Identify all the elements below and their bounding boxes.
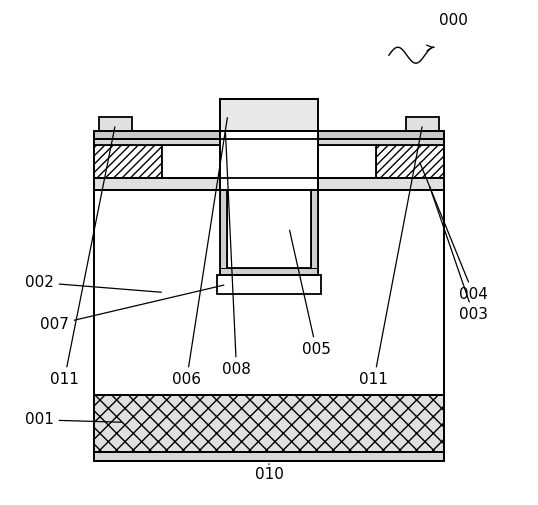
- Bar: [94, 395, 444, 452]
- Text: 004: 004: [420, 163, 488, 302]
- Bar: [311, 190, 318, 275]
- Bar: [227, 190, 311, 268]
- Bar: [220, 131, 318, 190]
- Bar: [406, 117, 439, 131]
- Bar: [220, 190, 227, 275]
- Bar: [94, 452, 444, 461]
- Text: 003: 003: [430, 187, 489, 322]
- Bar: [220, 268, 318, 275]
- Bar: [220, 98, 318, 131]
- Bar: [217, 275, 321, 294]
- Text: 008: 008: [222, 131, 251, 377]
- Text: 011: 011: [359, 127, 422, 387]
- Text: 001: 001: [25, 412, 122, 427]
- Bar: [220, 131, 318, 145]
- Text: 002: 002: [25, 275, 161, 292]
- Bar: [99, 117, 132, 131]
- Bar: [94, 190, 444, 395]
- Text: 006: 006: [172, 118, 228, 387]
- Text: 010: 010: [254, 464, 284, 482]
- Bar: [94, 131, 444, 139]
- Text: 005: 005: [289, 230, 331, 358]
- Bar: [161, 145, 377, 178]
- Text: 007: 007: [40, 285, 224, 332]
- Bar: [94, 145, 161, 178]
- Bar: [94, 452, 444, 461]
- Bar: [94, 178, 444, 190]
- Bar: [94, 131, 444, 452]
- Text: 011: 011: [50, 127, 115, 387]
- Bar: [94, 139, 444, 145]
- Bar: [377, 145, 444, 178]
- Text: 000: 000: [440, 13, 468, 28]
